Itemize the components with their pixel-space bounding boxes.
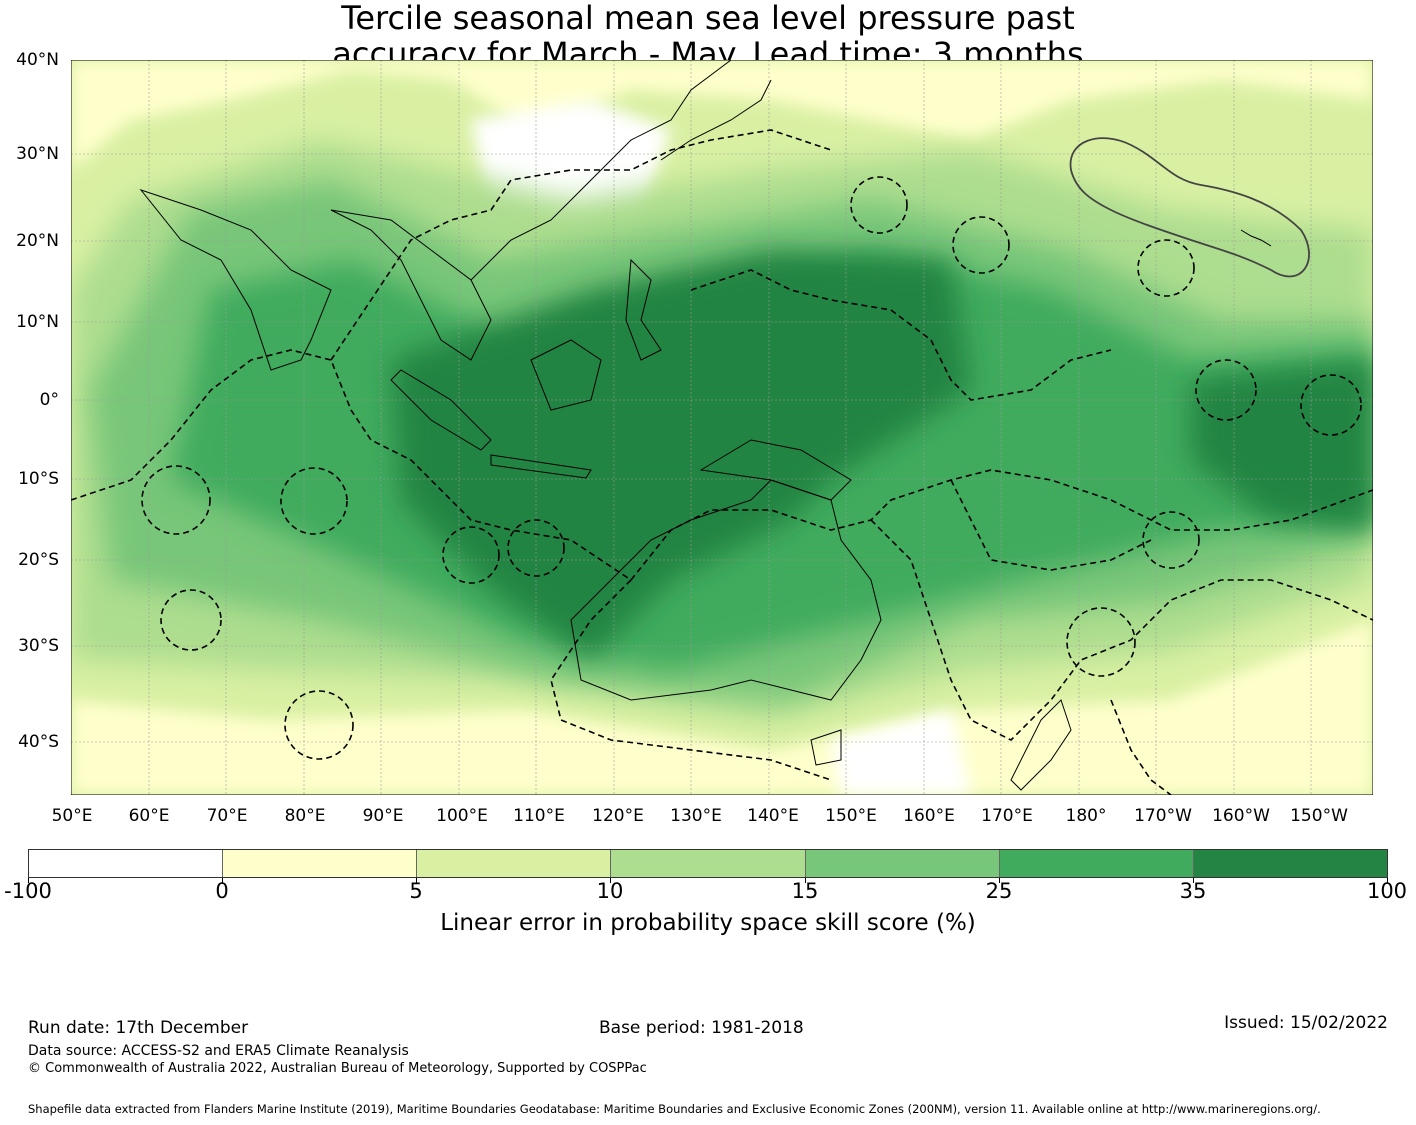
base-period: Base period: 1981-2018: [599, 1018, 804, 1038]
lon-label-170w: 170°W: [1134, 806, 1192, 826]
map-title-line-1: Tercile seasonal mean sea level pressure…: [341, 0, 1075, 37]
colorbar-tick-mark: [999, 878, 1000, 883]
data-source: Data source: ACCESS-S2 and ERA5 Climate …: [28, 1043, 409, 1059]
colorbar-tick-label: 0: [215, 879, 229, 903]
lon-label-180: 180°: [1065, 806, 1107, 826]
map-title: Tercile seasonal mean sea level pressure…: [0, 0, 1416, 72]
issued-date: Issued: 15/02/2022: [1224, 1013, 1388, 1033]
colorbar-segment: [611, 850, 806, 877]
colorbar-tick-label: 35: [1179, 879, 1207, 903]
lon-label-160w: 160°W: [1212, 806, 1270, 826]
lat-label-10s: 10°S: [18, 469, 59, 489]
lon-label-170e: 170°E: [981, 806, 1033, 826]
lat-label-20n: 20°N: [16, 231, 59, 251]
colorbar-segment: [999, 850, 1194, 877]
lon-label-140e: 140°E: [747, 806, 799, 826]
lon-label-110e: 110°E: [513, 806, 565, 826]
lon-label-100e: 100°E: [436, 806, 488, 826]
lon-label-160e: 160°E: [903, 806, 955, 826]
lon-label-120e: 120°E: [592, 806, 644, 826]
colorbar-tick-label: 5: [409, 879, 423, 903]
colorbar-tick-mark: [805, 878, 806, 883]
colorbar-tick-label: 25: [985, 879, 1013, 903]
lon-label-60e: 60°E: [128, 806, 170, 826]
colorbar-tick-mark: [222, 878, 223, 883]
lat-label-10n: 10°N: [16, 312, 59, 332]
lat-label-0: 0°: [39, 390, 59, 410]
colorbar-segment: [29, 850, 224, 877]
colorbar-title: Linear error in probability space skill …: [440, 910, 976, 936]
eez-boundaries: [71, 129, 1373, 795]
lon-label-50e: 50°E: [51, 806, 93, 826]
run-date: Run date: 17th December: [28, 1018, 249, 1038]
lat-label-40n: 40°N: [16, 50, 59, 70]
colorbar: [28, 849, 1388, 878]
colorbar-segment: [805, 850, 1000, 877]
colorbar-segment: [417, 850, 612, 877]
lon-label-90e: 90°E: [362, 806, 404, 826]
colorbar-tick-label: 10: [596, 879, 624, 903]
skill-score-map: [71, 60, 1373, 795]
colorbar-tick-label: -100: [4, 879, 52, 903]
colorbar-tick-mark: [610, 878, 611, 883]
lat-label-30s: 30°S: [18, 636, 59, 656]
colorbar-tick-label: 15: [791, 879, 819, 903]
colorbar-segment: [1193, 850, 1387, 877]
colorbar-tick-mark: [1387, 878, 1388, 883]
lon-label-150e: 150°E: [825, 806, 877, 826]
skill-field: [71, 60, 1373, 795]
colorbar-tick-label: 100: [1366, 879, 1408, 903]
colorbar-tick-mark: [1193, 878, 1194, 883]
lat-label-30n: 30°N: [16, 144, 59, 164]
hawaii-boundary: [1069, 137, 1310, 278]
coastlines: [139, 60, 1272, 791]
shapefile-credit: Shapefile data extracted from Flanders M…: [28, 1102, 1321, 1116]
lat-label-20s: 20°S: [18, 550, 59, 570]
copyright: © Commonwealth of Australia 2022, Austra…: [28, 1061, 647, 1076]
colorbar-tick-mark: [416, 878, 417, 883]
lat-label-40s: 40°S: [18, 732, 59, 752]
lon-label-70e: 70°E: [206, 806, 248, 826]
colorbar-tick-mark: [28, 878, 29, 883]
colorbar-segment: [223, 850, 418, 877]
lon-label-80e: 80°E: [284, 806, 326, 826]
lon-label-150w: 150°W: [1290, 806, 1348, 826]
lon-label-130e: 130°E: [670, 806, 722, 826]
